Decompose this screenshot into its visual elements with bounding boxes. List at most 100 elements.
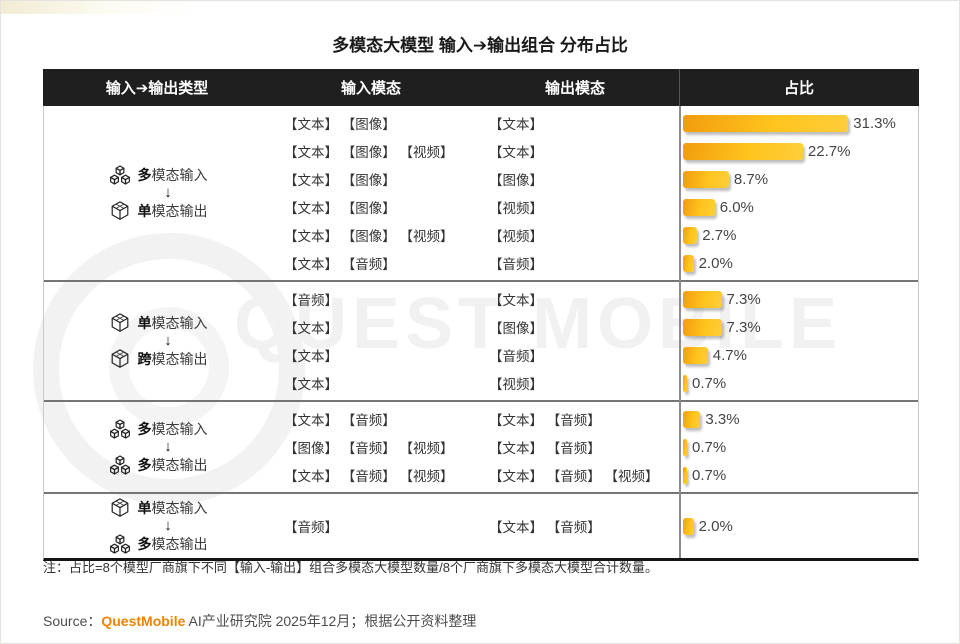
single-cube-icon xyxy=(109,348,131,370)
table-header: 输入➔输出类型 输入模态 输出模态 占比 xyxy=(43,69,919,106)
io-type-input-label: 多模态输入 xyxy=(137,167,208,183)
share-bar xyxy=(683,374,687,392)
share-bar xyxy=(683,142,803,160)
io-type-output-label: 单模态输出 xyxy=(137,203,208,219)
table-row: 【文本】 【音频】 【视频】 【文本】 【音频】 【视频】 0.7% xyxy=(272,461,918,489)
group-rows: 【音频】 【文本】 【音频】 2.0% xyxy=(272,497,918,555)
down-arrow-icon: ↓ xyxy=(164,438,172,455)
input-modality: 【文本】 【音频】 【视频】 xyxy=(284,469,454,484)
header-io-type: 输入➔输出类型 xyxy=(105,80,209,97)
io-type-output-label: 跨模态输出 xyxy=(137,351,208,367)
io-type-cell: 单模态输入 ↓ 多模态输出 xyxy=(44,497,272,555)
group-rows: 【文本】 【音频】 【文本】 【音频】 3.3% 【图像】 【音频】 【视频】 【文本】… xyxy=(272,405,918,489)
input-modality: 【文本】 【图像】 xyxy=(284,201,396,216)
output-modality: 【图像】 xyxy=(489,173,543,188)
input-modality: 【文本】 【音频】 xyxy=(284,257,396,272)
share-bar xyxy=(683,318,722,336)
share-value: 0.7% xyxy=(692,374,727,392)
io-type-output-label: 多模态输出 xyxy=(137,457,208,473)
corner-accent xyxy=(1,1,196,14)
share-bar-cell: 7.3% xyxy=(680,318,918,336)
header-input: 输入模态 xyxy=(340,80,401,97)
share-bar-cell: 3.3% xyxy=(680,410,918,428)
table-group: 单模态输入 ↓ 多模态输出 【音频】 【文本】 【音频】 2.0% xyxy=(44,492,918,558)
share-value: 31.3% xyxy=(853,114,896,132)
page-title: 多模态大模型 输入➔输出组合 分布占比 xyxy=(332,36,628,55)
share-bar xyxy=(683,170,729,188)
share-bar xyxy=(683,438,687,456)
output-modality: 【文本】 【音频】 xyxy=(489,520,601,535)
output-modality: 【音频】 xyxy=(489,257,543,272)
io-type-input-label: 单模态输入 xyxy=(137,315,208,331)
output-modality: 【文本】 【音频】 【视频】 xyxy=(489,469,659,484)
share-bar-cell: 2.7% xyxy=(680,226,918,244)
source-prefix: Source： xyxy=(43,613,102,629)
input-modality: 【文本】 xyxy=(284,349,338,364)
share-bar-cell: 8.7% xyxy=(680,170,918,188)
io-type-input-label: 多模态输入 xyxy=(137,421,208,437)
output-modality: 【视频】 xyxy=(489,377,543,392)
table-group: 多模态输入 ↓ 多模态输出 【文本】 【音频】 【文本】 【音频】 3.3% 【图像】 【音… xyxy=(44,400,918,492)
table-body: 多模态输入 ↓ 单模态输出 【文本】 【图像】 【文本】 31.3% 【文本】 【图像】 【… xyxy=(43,106,919,561)
share-bar-cell: 6.0% xyxy=(680,198,918,216)
table-row: 【图像】 【音频】 【视频】 【文本】 【音频】 0.7% xyxy=(272,433,918,461)
table-row: 【音频】 【文本】 【音频】 2.0% xyxy=(272,512,918,540)
table-row: 【文本】 【图像】 【视频】 【视频】 2.7% xyxy=(272,221,918,249)
share-value: 8.7% xyxy=(733,170,769,188)
down-arrow-icon: ↓ xyxy=(164,332,172,349)
share-bar-cell: 0.7% xyxy=(680,438,918,456)
share-bar-cell: 4.7% xyxy=(680,346,918,364)
table-row: 【文本】 【图像】 【视频】 6.0% xyxy=(272,193,918,221)
share-bar xyxy=(683,290,722,308)
table-row: 【文本】 【音频】 【音频】 2.0% xyxy=(272,249,918,277)
down-arrow-icon: ↓ xyxy=(164,517,172,534)
share-bar xyxy=(683,517,694,535)
multi-cube-icon xyxy=(109,533,131,555)
input-modality: 【文本】 xyxy=(284,321,338,336)
table-row: 【文本】 【音频】 4.7% xyxy=(272,341,918,369)
io-type-cell: 单模态输入 ↓ 跨模态输出 xyxy=(44,285,272,397)
share-bar xyxy=(683,114,849,132)
io-type-input-label: 单模态输入 xyxy=(137,500,208,516)
share-value: 7.3% xyxy=(726,318,761,336)
share-value: 2.7% xyxy=(702,226,737,244)
multi-cube-icon xyxy=(109,418,131,440)
share-bar-cell: 0.7% xyxy=(680,466,918,484)
share-bar xyxy=(683,254,694,272)
share-value: 22.7% xyxy=(807,142,851,160)
share-value: 2.0% xyxy=(698,517,733,535)
header-column-divider xyxy=(679,69,680,106)
share-bar-cell: 7.3% xyxy=(680,290,918,308)
single-cube-icon xyxy=(109,200,131,222)
table-group: 多模态输入 ↓ 单模态输出 【文本】 【图像】 【文本】 31.3% 【文本】 【图像】 【… xyxy=(44,106,918,280)
io-type-cell: 多模态输入 ↓ 单模态输出 xyxy=(44,109,272,277)
bar-axis-line xyxy=(679,106,681,558)
share-bar xyxy=(683,346,708,364)
output-modality: 【文本】 xyxy=(489,145,543,160)
output-modality: 【音频】 xyxy=(489,349,543,364)
multi-cube-icon xyxy=(109,164,131,186)
table-row: 【文本】 【音频】 【文本】 【音频】 3.3% xyxy=(272,405,918,433)
share-bar-cell: 2.0% xyxy=(680,254,918,272)
share-value: 3.3% xyxy=(705,410,740,428)
share-bar-cell: 0.7% xyxy=(680,374,918,392)
down-arrow-icon: ↓ xyxy=(164,184,172,201)
input-modality: 【文本】 【图像】 【视频】 xyxy=(284,145,454,160)
watermark-text: QUEST MOBILE xyxy=(234,284,843,364)
output-modality: 【文本】 xyxy=(489,293,543,308)
single-cube-icon xyxy=(109,497,131,519)
input-modality: 【文本】 xyxy=(284,377,338,392)
share-value: 0.7% xyxy=(692,466,727,484)
input-modality: 【音频】 xyxy=(284,293,338,308)
share-bar-cell: 2.0% xyxy=(680,517,918,535)
input-modality: 【文本】 【图像】 xyxy=(284,117,396,132)
source-brand: QuestMobile xyxy=(101,613,186,629)
table-row: 【文本】 【视频】 0.7% xyxy=(272,369,918,397)
input-modality: 【图像】 【音频】 【视频】 xyxy=(284,441,454,456)
single-cube-icon xyxy=(109,312,131,334)
source-suffix: AI产业研究院 2025年12月；根据公开资料整理 xyxy=(185,613,477,629)
output-modality: 【文本】 【音频】 xyxy=(489,413,601,428)
share-value: 2.0% xyxy=(698,254,733,272)
input-modality: 【音频】 xyxy=(284,520,338,535)
share-bar-cell: 31.3% xyxy=(680,114,918,132)
